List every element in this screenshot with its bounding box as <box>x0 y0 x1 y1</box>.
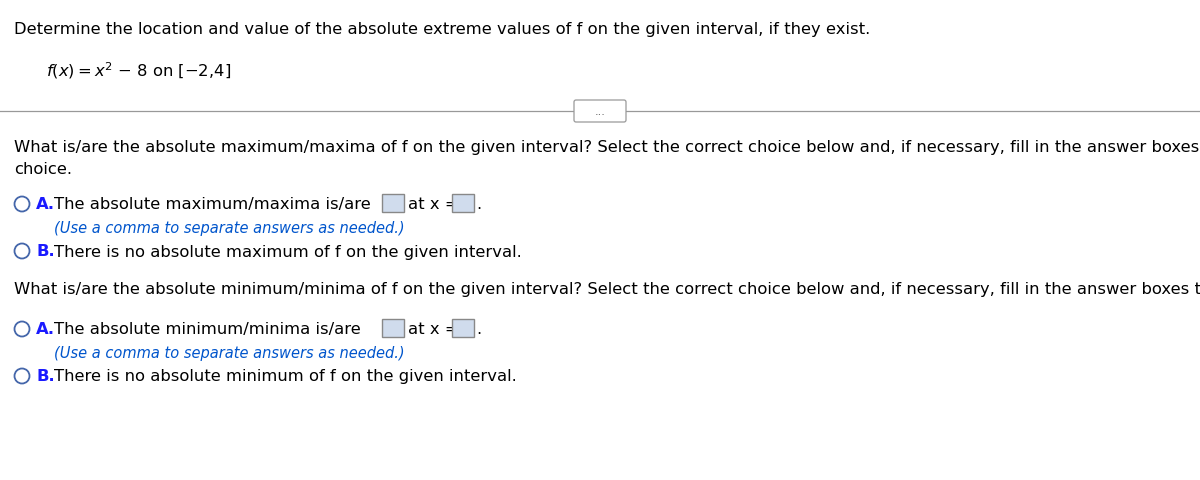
Text: The absolute minimum/minima is/are: The absolute minimum/minima is/are <box>54 322 361 337</box>
Text: B.: B. <box>36 244 55 259</box>
Text: B.: B. <box>36 369 55 384</box>
FancyBboxPatch shape <box>452 319 474 337</box>
FancyBboxPatch shape <box>574 101 626 123</box>
Text: .: . <box>476 322 481 337</box>
Text: There is no absolute minimum of f on the given interval.: There is no absolute minimum of f on the… <box>54 369 517 384</box>
Text: (Use a comma to separate answers as needed.): (Use a comma to separate answers as need… <box>54 220 404 236</box>
Text: The absolute maximum/maxima is/are: The absolute maximum/maxima is/are <box>54 197 371 212</box>
Text: There is no absolute maximum of f on the given interval.: There is no absolute maximum of f on the… <box>54 244 522 259</box>
Text: (Use a comma to separate answers as needed.): (Use a comma to separate answers as need… <box>54 345 404 360</box>
Text: at x =: at x = <box>408 197 458 212</box>
FancyBboxPatch shape <box>382 319 404 337</box>
Text: A.: A. <box>36 322 55 337</box>
Text: A.: A. <box>36 197 55 212</box>
Text: What is/are the absolute minimum/minima of f on the given interval? Select the c: What is/are the absolute minimum/minima … <box>14 281 1200 296</box>
FancyBboxPatch shape <box>382 194 404 213</box>
Text: Determine the location and value of the absolute extreme values of f on the give: Determine the location and value of the … <box>14 22 870 37</box>
Text: $f(x)=x^2$ − 8 on [−2,4]: $f(x)=x^2$ − 8 on [−2,4] <box>46 60 232 81</box>
FancyBboxPatch shape <box>452 194 474 213</box>
Text: What is/are the absolute maximum/maxima of f on the given interval? Select the c: What is/are the absolute maximum/maxima … <box>14 140 1200 155</box>
Text: choice.: choice. <box>14 162 72 177</box>
Text: ...: ... <box>594 107 606 117</box>
Text: .: . <box>476 197 481 212</box>
Text: at x =: at x = <box>408 322 458 337</box>
